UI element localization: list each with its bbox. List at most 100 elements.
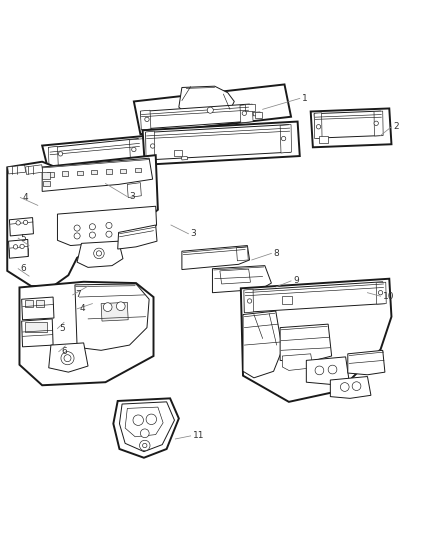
Polygon shape: [306, 357, 349, 384]
Polygon shape: [127, 183, 141, 198]
Polygon shape: [376, 282, 386, 304]
Text: 3: 3: [130, 192, 135, 201]
Text: 5: 5: [20, 233, 26, 243]
Circle shape: [141, 429, 149, 438]
Polygon shape: [9, 239, 28, 258]
Polygon shape: [7, 155, 158, 286]
Bar: [120, 168, 126, 173]
Polygon shape: [253, 112, 261, 116]
Circle shape: [106, 222, 112, 229]
Circle shape: [23, 220, 28, 224]
Polygon shape: [10, 217, 33, 236]
Circle shape: [340, 383, 349, 391]
Polygon shape: [57, 206, 156, 246]
Circle shape: [74, 233, 80, 239]
Bar: [91, 170, 97, 174]
Polygon shape: [280, 324, 332, 362]
Text: 9: 9: [293, 277, 299, 285]
Circle shape: [247, 299, 252, 303]
Polygon shape: [141, 104, 252, 129]
Circle shape: [103, 303, 112, 311]
Bar: [62, 172, 68, 176]
Polygon shape: [42, 135, 155, 172]
Polygon shape: [21, 297, 54, 320]
Circle shape: [106, 231, 112, 237]
Polygon shape: [244, 289, 254, 313]
Bar: [245, 103, 255, 111]
Circle shape: [316, 125, 321, 129]
Polygon shape: [283, 354, 313, 370]
Circle shape: [140, 440, 150, 451]
Text: 4: 4: [79, 304, 85, 313]
Bar: [135, 168, 141, 172]
Circle shape: [315, 366, 324, 375]
Circle shape: [58, 152, 63, 156]
Text: 8: 8: [274, 249, 279, 258]
Polygon shape: [49, 343, 88, 372]
Circle shape: [20, 244, 24, 248]
Circle shape: [96, 251, 102, 256]
Polygon shape: [311, 108, 392, 147]
Circle shape: [61, 352, 74, 365]
Polygon shape: [19, 282, 153, 385]
Polygon shape: [330, 376, 371, 398]
Text: 7: 7: [75, 290, 81, 300]
Circle shape: [89, 224, 95, 230]
Circle shape: [132, 147, 136, 152]
Polygon shape: [49, 139, 145, 168]
Circle shape: [328, 365, 337, 374]
Bar: [106, 169, 112, 174]
Polygon shape: [101, 302, 128, 321]
Bar: [283, 296, 292, 304]
Circle shape: [64, 354, 71, 362]
Polygon shape: [146, 131, 155, 161]
Bar: [77, 171, 83, 175]
Circle shape: [16, 221, 20, 225]
Text: 6: 6: [20, 264, 26, 273]
Polygon shape: [113, 398, 179, 458]
Polygon shape: [130, 139, 146, 160]
Bar: [42, 172, 50, 179]
Bar: [25, 322, 46, 332]
Polygon shape: [241, 279, 392, 402]
Polygon shape: [179, 86, 234, 116]
Polygon shape: [237, 247, 248, 261]
Polygon shape: [134, 84, 291, 134]
Polygon shape: [21, 319, 53, 347]
Circle shape: [94, 248, 104, 259]
Text: 10: 10: [383, 292, 394, 301]
Polygon shape: [374, 111, 383, 136]
Circle shape: [146, 414, 156, 425]
Text: 5: 5: [60, 324, 65, 333]
Bar: [25, 300, 33, 306]
Polygon shape: [77, 241, 123, 268]
Polygon shape: [243, 311, 283, 378]
Circle shape: [150, 144, 155, 148]
Circle shape: [117, 302, 125, 311]
Text: 3: 3: [191, 229, 196, 238]
Text: 11: 11: [193, 431, 204, 440]
Polygon shape: [143, 122, 300, 165]
Bar: [255, 112, 262, 118]
Polygon shape: [314, 113, 322, 139]
Text: 2: 2: [394, 122, 399, 131]
Circle shape: [13, 245, 18, 249]
Polygon shape: [125, 407, 163, 437]
Circle shape: [374, 121, 378, 125]
Circle shape: [74, 225, 80, 231]
Circle shape: [143, 443, 147, 448]
Polygon shape: [42, 158, 152, 191]
Bar: [43, 181, 49, 186]
Circle shape: [89, 232, 95, 238]
Polygon shape: [48, 147, 58, 169]
Circle shape: [207, 107, 213, 113]
Polygon shape: [280, 125, 291, 153]
Polygon shape: [182, 246, 250, 270]
Bar: [47, 172, 53, 176]
Bar: [36, 300, 44, 306]
Circle shape: [133, 415, 144, 425]
Circle shape: [352, 382, 361, 391]
Text: 4: 4: [22, 193, 28, 202]
Polygon shape: [120, 402, 174, 451]
Text: 1: 1: [302, 94, 308, 103]
